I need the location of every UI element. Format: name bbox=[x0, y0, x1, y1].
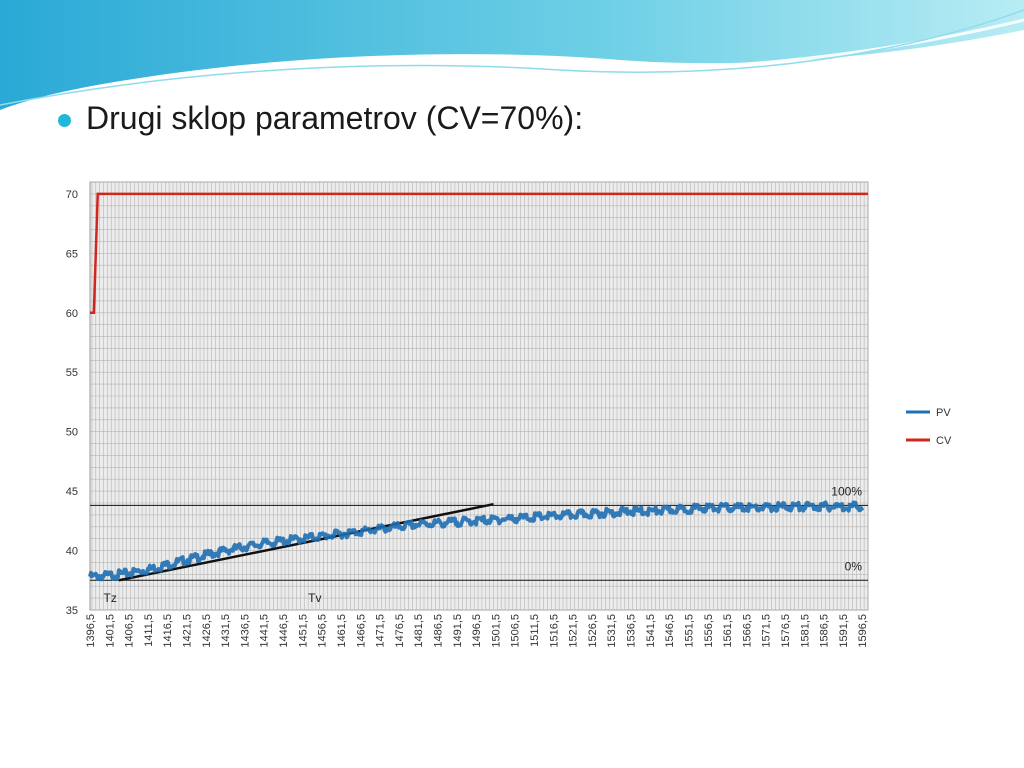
x-tick-label: 1596,5 bbox=[857, 614, 869, 648]
x-tick-label: 1566,5 bbox=[741, 614, 753, 648]
x-tick-label: 1456,5 bbox=[317, 614, 329, 648]
x-tick-label: 1441,5 bbox=[259, 614, 271, 648]
x-tick-label: 1451,5 bbox=[297, 614, 309, 648]
x-tick-label: 1526,5 bbox=[587, 614, 599, 648]
x-tick-label: 1516,5 bbox=[548, 614, 560, 648]
x-tick-label: 1481,5 bbox=[413, 614, 425, 648]
y-tick-label: 50 bbox=[66, 427, 78, 439]
x-tick-label: 1521,5 bbox=[568, 614, 580, 648]
x-tick-label: 1581,5 bbox=[799, 614, 811, 648]
x-tick-label: 1591,5 bbox=[838, 614, 850, 648]
x-tick-label: 1531,5 bbox=[606, 614, 618, 648]
x-tick-label: 1401,5 bbox=[104, 614, 116, 648]
x-tick-label: 1471,5 bbox=[375, 614, 387, 648]
x-tick-label: 1396,5 bbox=[85, 614, 97, 648]
x-tick-label: 1511,5 bbox=[529, 614, 541, 647]
x-tick-label: 1576,5 bbox=[780, 614, 792, 648]
tangent-line bbox=[118, 502, 494, 582]
x-tick-label: 1421,5 bbox=[182, 614, 194, 648]
x-tick-label: 1546,5 bbox=[664, 614, 676, 648]
header-wave-decoration bbox=[0, 0, 1024, 114]
annotation-label: Tz bbox=[104, 591, 117, 605]
x-tick-label: 1586,5 bbox=[819, 614, 831, 648]
y-tick-label: 35 bbox=[66, 605, 78, 617]
x-tick-label: 1571,5 bbox=[761, 614, 773, 648]
x-tick-label: 1561,5 bbox=[722, 614, 734, 648]
x-tick-label: 1556,5 bbox=[703, 614, 715, 648]
slide-title: Drugi sklop parametrov (CV=70%): bbox=[86, 100, 584, 136]
x-tick-label: 1436,5 bbox=[239, 614, 251, 648]
x-tick-label: 1426,5 bbox=[201, 614, 213, 648]
x-tick-label: 1541,5 bbox=[645, 614, 657, 648]
bullet-icon bbox=[58, 114, 71, 127]
x-tick-label: 1446,5 bbox=[278, 614, 290, 648]
x-tick-label: 1506,5 bbox=[510, 614, 522, 648]
reference-label: 100% bbox=[831, 484, 862, 498]
x-tick-label: 1406,5 bbox=[124, 614, 136, 648]
x-tick-label: 1466,5 bbox=[355, 614, 367, 648]
x-tick-label: 1411,5 bbox=[143, 614, 155, 647]
x-tick-label: 1536,5 bbox=[626, 614, 638, 648]
reference-label: 0% bbox=[845, 559, 863, 573]
y-tick-label: 55 bbox=[66, 367, 78, 379]
line-chart: 35 40 45 50 55 60 65 70 1396,5 1401,5 1406,5 1411,… bbox=[66, 181, 952, 648]
x-tick-label: 1491,5 bbox=[452, 614, 464, 648]
legend-label: PV bbox=[936, 407, 951, 419]
x-tick-label: 1416,5 bbox=[162, 614, 174, 648]
x-tick-label: 1496,5 bbox=[471, 614, 483, 648]
series-line-cv bbox=[90, 192, 868, 315]
x-tick-label: 1486,5 bbox=[432, 614, 444, 648]
y-tick-label: 65 bbox=[66, 248, 78, 260]
legend-label: CV bbox=[936, 435, 952, 447]
x-tick-label: 1431,5 bbox=[220, 614, 232, 648]
x-tick-label: 1476,5 bbox=[394, 614, 406, 648]
x-tick-label: 1461,5 bbox=[336, 614, 348, 648]
y-tick-label: 45 bbox=[66, 486, 78, 498]
x-tick-label: 1551,5 bbox=[683, 614, 695, 648]
annotation-label: Tv bbox=[308, 591, 321, 605]
chart-panel: 35 40 45 50 55 60 65 70 1396,5 1401,5 1406,5 1411,… bbox=[52, 170, 964, 690]
y-tick-label: 40 bbox=[66, 546, 78, 558]
y-tick-label: 70 bbox=[66, 189, 78, 201]
y-tick-label: 60 bbox=[66, 308, 78, 320]
series-line-pv bbox=[88, 500, 865, 582]
x-tick-label: 1501,5 bbox=[490, 614, 502, 648]
